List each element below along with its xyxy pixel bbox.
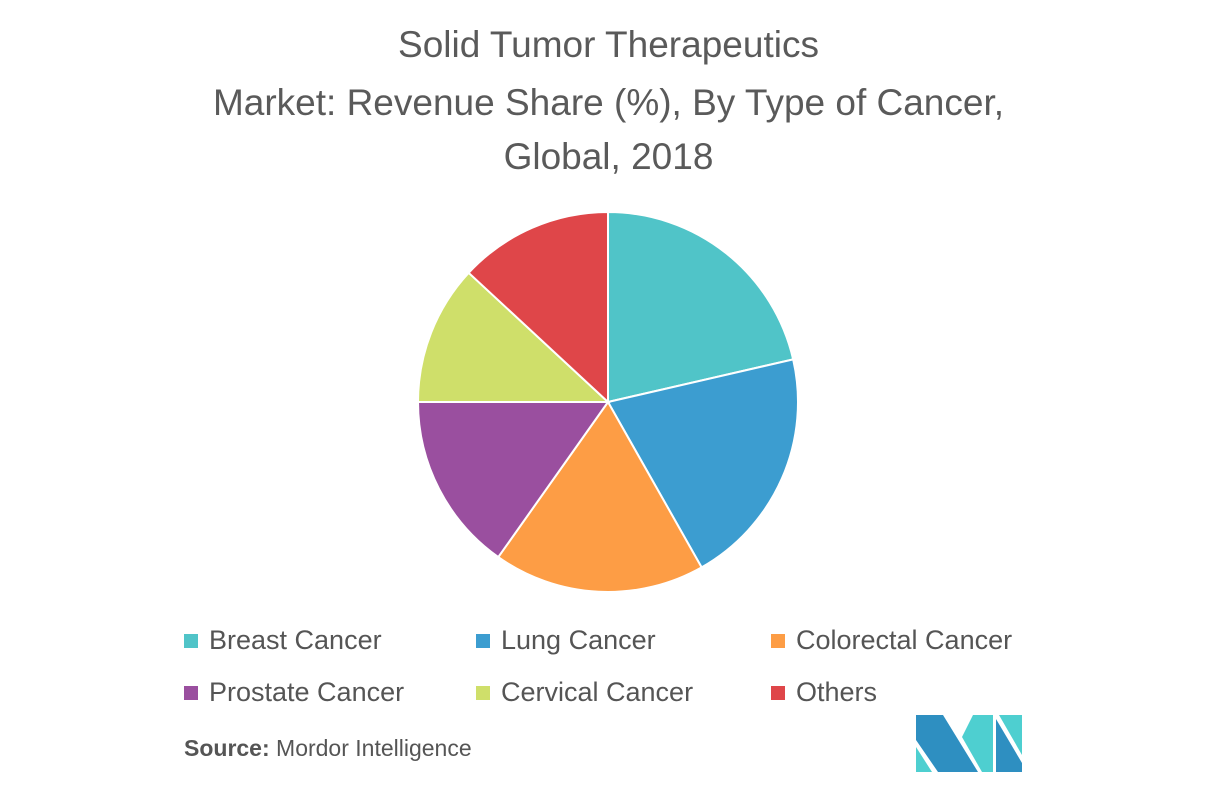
legend-label: Breast Cancer: [209, 625, 382, 655]
legend-swatch: [771, 633, 785, 648]
legend-swatch: [771, 685, 785, 700]
source-note: Source: Mordor Intelligence: [184, 735, 472, 762]
pie-slice-lung-cancer: [606, 358, 799, 569]
mordor-intelligence-logo: [916, 715, 1022, 772]
source-text: Mordor Intelligence: [276, 735, 472, 761]
legend-item: Lung Cancer: [476, 625, 656, 656]
legend-item: Cervical Cancer: [476, 677, 693, 708]
legend-item: Prostate Cancer: [184, 677, 404, 708]
legend-item: Breast Cancer: [184, 625, 382, 656]
pie-slice-colorectal-cancer: [496, 400, 703, 593]
legend-label: Lung Cancer: [501, 625, 656, 655]
legend-item: Colorectal Cancer: [771, 625, 1012, 656]
pie-chart: [416, 210, 799, 593]
pie-slice-prostate-cancer: [416, 401, 610, 559]
legend-swatch: [184, 633, 198, 648]
chart-title-line-3: Global, 2018: [503, 136, 714, 177]
pie-slice-breast-cancer: [607, 210, 795, 404]
pie-slice-others: [467, 210, 609, 405]
legend-swatch: [184, 685, 198, 700]
pie-slice-cervical-cancer: [416, 271, 611, 403]
legend-swatch: [476, 633, 490, 648]
legend-item: Others: [771, 677, 877, 708]
legend-swatch: [476, 685, 490, 700]
legend-label: Prostate Cancer: [209, 677, 405, 707]
legend-label: Others: [796, 677, 878, 707]
chart-title-line-2: Market: Revenue Share (%), By Type of Ca…: [212, 82, 1005, 123]
chart-title-line-1: Solid Tumor Therapeutics: [398, 24, 819, 65]
legend-label: Cervical Cancer: [501, 677, 694, 707]
legend-label: Colorectal Cancer: [796, 625, 1013, 655]
source-label: Source:: [184, 735, 270, 761]
